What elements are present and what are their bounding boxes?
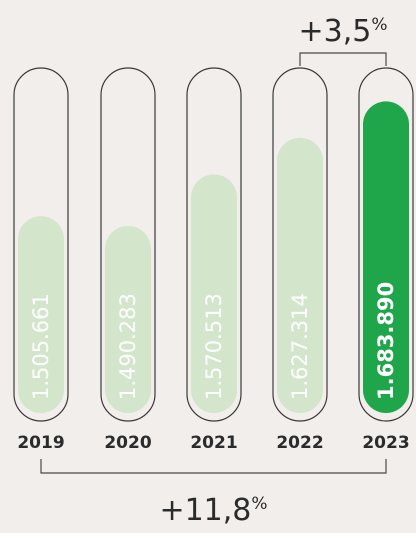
bar-2019 (18, 216, 64, 413)
bar-outline-2022 (272, 67, 328, 422)
bar-2021 (191, 174, 237, 413)
bar-value-label-2020: 1.490.283 (116, 293, 140, 400)
bar-value-label-2023: 1.683.890 (374, 282, 398, 400)
x-tick-2020: 2020 (104, 433, 151, 453)
x-tick-2022: 2022 (276, 433, 323, 453)
bar-value-label-2021: 1.570.513 (202, 293, 226, 400)
x-tick-2021: 2021 (190, 433, 237, 453)
bracket-2022-2023 (299, 52, 387, 66)
bar-2023 (363, 101, 409, 413)
bar-outline-2021 (186, 67, 242, 422)
growth-callout-2019-2023: +11,8% (159, 493, 267, 528)
x-axis-ticks: 2019 2020 2021 2022 2023 (17, 433, 409, 453)
x-tick-2023: 2023 (362, 433, 409, 453)
bar-outline-2019 (13, 67, 69, 422)
x-tick-2019: 2019 (17, 433, 64, 453)
bracket-group (40, 52, 387, 474)
bracket-2019-2023 (40, 459, 387, 474)
bar-value-label-2022: 1.627.314 (288, 293, 312, 400)
bars-group: 1.505.661 1.490.283 1.570.513 1.627.314 1.68… (13, 67, 414, 422)
bar-2022 (277, 137, 323, 413)
bar-outline-2023 (358, 67, 414, 422)
callout-group: +3,5% +11,8% (159, 14, 387, 528)
bar-value-label-2019: 1.505.661 (29, 293, 53, 400)
growth-callout-2022-2023: +3,5% (298, 14, 387, 49)
bar-outline-2020 (100, 67, 156, 422)
bar-2020 (105, 226, 151, 413)
